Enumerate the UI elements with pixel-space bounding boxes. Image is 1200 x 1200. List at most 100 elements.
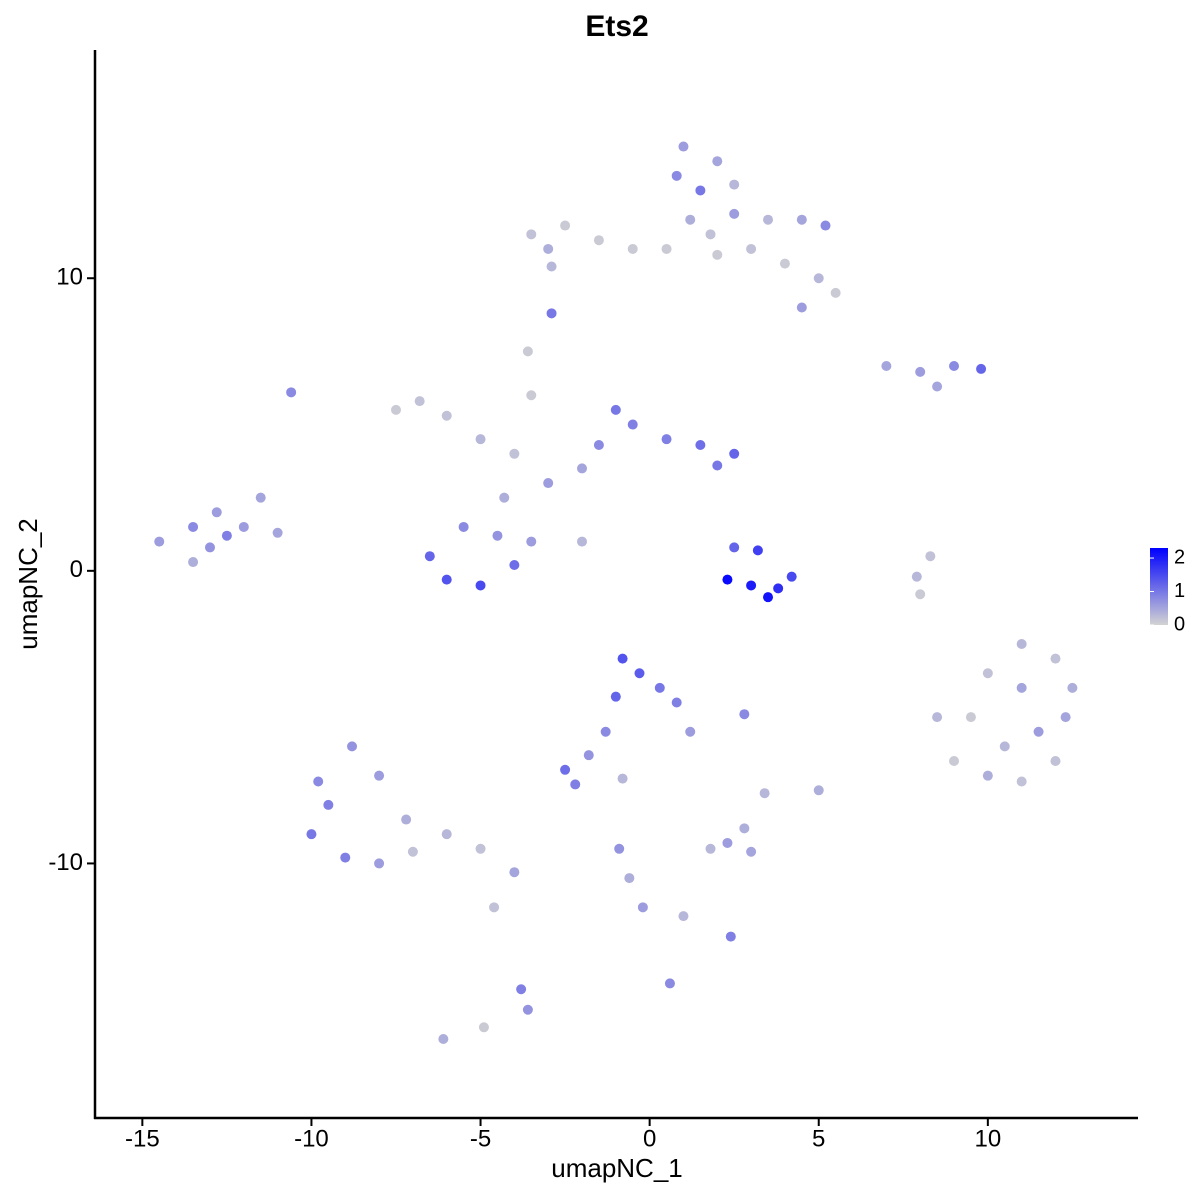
- x-tick-label: 0: [643, 1125, 656, 1152]
- cell-point: [830, 287, 841, 298]
- cell-point: [1033, 726, 1044, 737]
- cell-point: [915, 589, 926, 600]
- cell-point: [390, 404, 401, 415]
- cell-point: [526, 536, 537, 547]
- cell-point: [705, 229, 716, 240]
- cell-point: [773, 583, 784, 594]
- cell-point: [489, 902, 500, 913]
- cell-point: [932, 712, 943, 723]
- cell-point: [441, 410, 452, 421]
- cell-point: [1067, 682, 1078, 693]
- cell-point: [374, 858, 385, 869]
- cell-point: [982, 770, 993, 781]
- colorbar-label: 1: [1174, 580, 1185, 602]
- y-tick-label: 10: [56, 264, 83, 291]
- cell-point: [509, 559, 520, 570]
- cell-point: [401, 814, 412, 825]
- cell-point: [1016, 776, 1027, 787]
- cell-point: [526, 229, 537, 240]
- cell-point: [695, 185, 706, 196]
- cell-point: [1050, 653, 1061, 664]
- cell-point: [499, 492, 510, 503]
- cell-point: [678, 141, 689, 152]
- cell-point: [407, 846, 418, 857]
- cell-point: [478, 1022, 489, 1033]
- cell-point: [925, 551, 936, 562]
- cell-point: [722, 574, 733, 585]
- cell-point: [813, 785, 824, 796]
- cell-point: [671, 170, 682, 181]
- cell-point: [965, 712, 976, 723]
- cell-point: [624, 873, 635, 884]
- cell-point: [610, 404, 621, 415]
- cell-point: [221, 530, 232, 541]
- cell-point: [678, 911, 689, 922]
- cell-point: [949, 361, 960, 372]
- cell-point: [627, 243, 638, 254]
- cell-point: [763, 214, 774, 225]
- cell-point: [492, 530, 503, 541]
- cell-point: [570, 779, 581, 790]
- y-tick-label: 0: [70, 556, 83, 583]
- cell-point: [255, 492, 266, 503]
- cell-point: [654, 682, 665, 693]
- cell-point: [729, 448, 740, 459]
- cell-point: [374, 770, 385, 781]
- cell-point: [729, 208, 740, 219]
- cell-point: [634, 668, 645, 679]
- cell-point: [671, 697, 682, 708]
- cell-point: [820, 220, 831, 231]
- cell-point: [746, 580, 757, 591]
- cell-point: [779, 258, 790, 269]
- y-axis-title: umapNC_2: [13, 518, 43, 650]
- cell-point: [593, 440, 604, 451]
- cell-point: [911, 571, 922, 582]
- colorbar: [1150, 548, 1168, 625]
- cell-point: [188, 557, 199, 568]
- cell-point: [915, 366, 926, 377]
- cell-point: [685, 214, 696, 225]
- cell-point: [211, 507, 222, 518]
- cell-point: [685, 726, 696, 737]
- cell-point: [637, 902, 648, 913]
- cell-point: [1050, 756, 1061, 767]
- cell-point: [705, 843, 716, 854]
- cell-point: [414, 396, 425, 407]
- x-tick-label: -10: [294, 1125, 329, 1152]
- cell-point: [188, 521, 199, 532]
- cell-point: [610, 691, 621, 702]
- cell-point: [458, 521, 469, 532]
- cell-point: [932, 381, 943, 392]
- cell-point: [560, 764, 571, 775]
- cell-point: [881, 361, 892, 372]
- cell-point: [1060, 712, 1071, 723]
- cell-point: [712, 249, 723, 260]
- cell-point: [526, 390, 537, 401]
- cell-point: [441, 829, 452, 840]
- cell-point: [238, 521, 249, 532]
- cell-point: [154, 536, 165, 547]
- x-tick-label: -15: [125, 1125, 160, 1152]
- cell-point: [543, 243, 554, 254]
- x-axis-title: umapNC_1: [551, 1153, 683, 1183]
- cell-point: [729, 179, 740, 190]
- cell-point: [546, 308, 557, 319]
- cell-point: [627, 419, 638, 430]
- cell-point: [763, 592, 774, 603]
- cell-point: [577, 463, 588, 474]
- x-tick-label: -5: [470, 1125, 491, 1152]
- cell-point: [661, 243, 672, 254]
- cell-point: [577, 536, 588, 547]
- cell-point: [475, 580, 486, 591]
- cell-point: [752, 545, 763, 556]
- cell-point: [786, 571, 797, 582]
- cell-point: [522, 1004, 533, 1015]
- cell-point: [976, 363, 987, 374]
- chart-title: Ets2: [585, 10, 648, 43]
- cell-point: [982, 668, 993, 679]
- cell-point: [796, 302, 807, 313]
- cell-point: [475, 434, 486, 445]
- cell-point: [441, 574, 452, 585]
- cell-point: [617, 773, 628, 784]
